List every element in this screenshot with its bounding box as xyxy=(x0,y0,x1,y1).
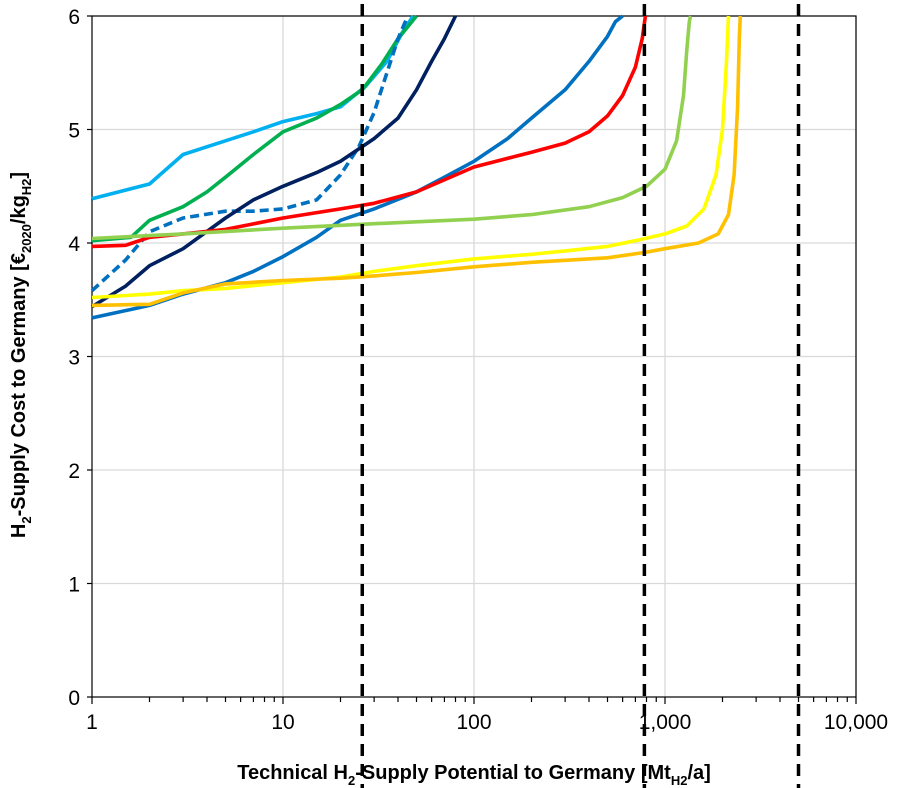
x-tick-label: 1,000 xyxy=(639,711,692,734)
series-line-3 xyxy=(90,15,410,293)
y-tick-label: 4 xyxy=(68,233,80,256)
series-line-4 xyxy=(91,15,458,309)
x-tick-label: 10,000 xyxy=(824,711,888,734)
gridlines xyxy=(92,15,857,697)
x-axis-title: Technical H2-Supply Potential to Germany… xyxy=(237,762,711,788)
series-line-9 xyxy=(91,15,743,308)
y-tick-label: 0 xyxy=(68,687,80,710)
series-line-2 xyxy=(91,14,418,243)
y-axis-title: H2-Supply Cost to Germany [€2020/kgH2] xyxy=(8,172,34,538)
axes xyxy=(87,15,857,704)
reference-lines xyxy=(360,4,801,788)
series-line-8 xyxy=(91,15,731,300)
x-tick-label: 1 xyxy=(86,711,98,734)
y-tick-label: 2 xyxy=(68,460,80,483)
y-tick-label: 5 xyxy=(68,120,80,143)
series-line-1 xyxy=(91,15,415,201)
x-tick-label: 10 xyxy=(271,711,294,734)
y-tick-label: 1 xyxy=(68,574,80,597)
x-tick-label: 100 xyxy=(456,711,491,734)
series-line-7 xyxy=(91,15,693,241)
series-lines xyxy=(90,14,743,320)
y-tick-label: 6 xyxy=(68,6,80,29)
y-tick-label: 3 xyxy=(68,347,80,370)
